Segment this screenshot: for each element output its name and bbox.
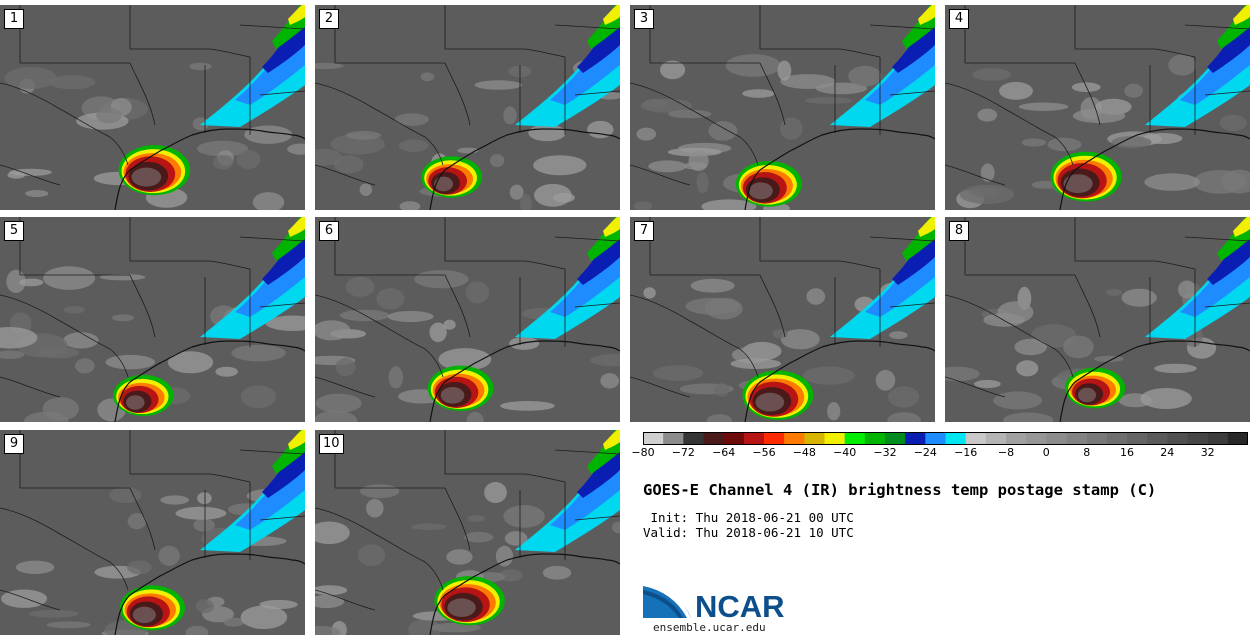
- colorbar-swatch: [1167, 432, 1188, 445]
- ir-satellite-map: [0, 217, 305, 422]
- ir-satellite-map: [315, 430, 620, 635]
- panel-number: 3: [634, 9, 654, 29]
- colorbar-swatch: [683, 432, 704, 445]
- colorbar-swatch: [1046, 432, 1067, 445]
- colorbar-tick-label: −56: [752, 446, 776, 459]
- colorbar-swatch: [1227, 432, 1248, 445]
- panel-number: 10: [319, 434, 344, 454]
- colorbar-tick-label: 8: [1083, 446, 1091, 459]
- ncar-logo-icon: NCAR: [643, 582, 785, 622]
- colorbar-swatch: [663, 432, 684, 445]
- ir-satellite-map: [630, 217, 935, 422]
- colorbar-swatch: [1066, 432, 1087, 445]
- colorbar-swatch: [723, 432, 745, 445]
- panel-number: 8: [949, 221, 969, 241]
- colorbar-swatch: [1187, 432, 1208, 445]
- stamp-panel: 6: [315, 217, 620, 422]
- colorbar-tick-label: −48: [792, 446, 816, 459]
- colorbar-swatch: [844, 432, 866, 445]
- stamp-panel: 3: [630, 5, 935, 210]
- colorbar-swatch: [965, 432, 987, 445]
- colorbar-swatch: [743, 432, 765, 445]
- stamp-panel: 2: [315, 5, 620, 210]
- colorbar-swatch: [885, 432, 906, 445]
- panel-number: 4: [949, 9, 969, 29]
- colorbar-swatch: [1127, 432, 1148, 445]
- ir-satellite-map: [630, 5, 935, 210]
- colorbar-tick-label: 0: [1042, 446, 1050, 459]
- colorbar-swatch: [1207, 432, 1229, 445]
- stamp-panel: 4: [945, 5, 1250, 210]
- svg-text:NCAR: NCAR: [695, 589, 785, 622]
- colorbar-tick-label: 16: [1120, 446, 1134, 459]
- stamp-panel: 5: [0, 217, 305, 422]
- colorbar-swatch: [864, 432, 886, 445]
- panel-number: 2: [319, 9, 339, 29]
- ir-satellite-map: [315, 217, 620, 422]
- colorbar-swatch: [1026, 432, 1047, 445]
- colorbar-swatch: [1106, 432, 1128, 445]
- product-title: GOES-E Channel 4 (IR) brightness temp po…: [643, 481, 1157, 499]
- colorbar-swatch: [945, 432, 966, 445]
- colorbar-swatch: [784, 432, 805, 445]
- ir-satellite-map: [945, 5, 1250, 210]
- colorbar-ticks: −80 −72 −64 −56 −48 −40 −32 −24 −16 −8 0 8 16 24 32: [631, 446, 1258, 466]
- ir-satellite-map: [0, 430, 305, 635]
- init-time: Init: Thu 2018-06-21 00 UTC: [643, 510, 854, 525]
- valid-time: Valid: Thu 2018-06-21 10 UTC: [643, 525, 854, 540]
- ir-satellite-map: [315, 5, 620, 210]
- colorbar-tick-label: 24: [1160, 446, 1175, 459]
- colorbar-swatch: [985, 432, 1007, 445]
- colorbar-tick-label: −16: [954, 446, 978, 459]
- colorbar-tick-label: −40: [833, 446, 857, 459]
- colorbar-tick-label: −72: [671, 446, 695, 459]
- stamp-panel: 9: [0, 430, 305, 635]
- stamp-panel: 1: [0, 5, 305, 210]
- panel-number: 7: [634, 221, 654, 241]
- colorbar-swatch: [824, 432, 845, 445]
- ir-satellite-map: [0, 5, 305, 210]
- colorbar-swatch: [925, 432, 946, 445]
- ncar-url: ensemble.ucar.edu: [653, 621, 766, 634]
- colorbar-tick-label: −8: [997, 446, 1015, 459]
- panel-number: 9: [4, 434, 24, 454]
- stamp-panel: 8: [945, 217, 1250, 422]
- panel-number: 5: [4, 221, 24, 241]
- colorbar-tick-label: −32: [873, 446, 897, 459]
- colorbar-tick-label: −24: [913, 446, 937, 459]
- colorbar-swatch: [643, 432, 664, 445]
- stamp-panel: 10: [315, 430, 620, 635]
- colorbar-swatch: [804, 432, 825, 445]
- panel-number: 1: [4, 9, 24, 29]
- colorbar-swatch: [1147, 432, 1168, 445]
- panel-number: 6: [319, 221, 339, 241]
- colorbar-swatch: [1006, 432, 1027, 445]
- colorbar-tick-label: −64: [712, 446, 736, 459]
- colorbar-swatch: [764, 432, 785, 445]
- colorbar-swatch: [905, 432, 926, 445]
- stamp-panel: 7: [630, 217, 935, 422]
- colorbar-tick-label: 32: [1200, 446, 1215, 459]
- colorbar-tick-label: −80: [631, 446, 655, 459]
- ir-satellite-map: [945, 217, 1250, 422]
- colorbar: [643, 432, 1248, 445]
- colorbar-swatch: [1086, 432, 1108, 445]
- colorbar-swatch: [703, 432, 724, 445]
